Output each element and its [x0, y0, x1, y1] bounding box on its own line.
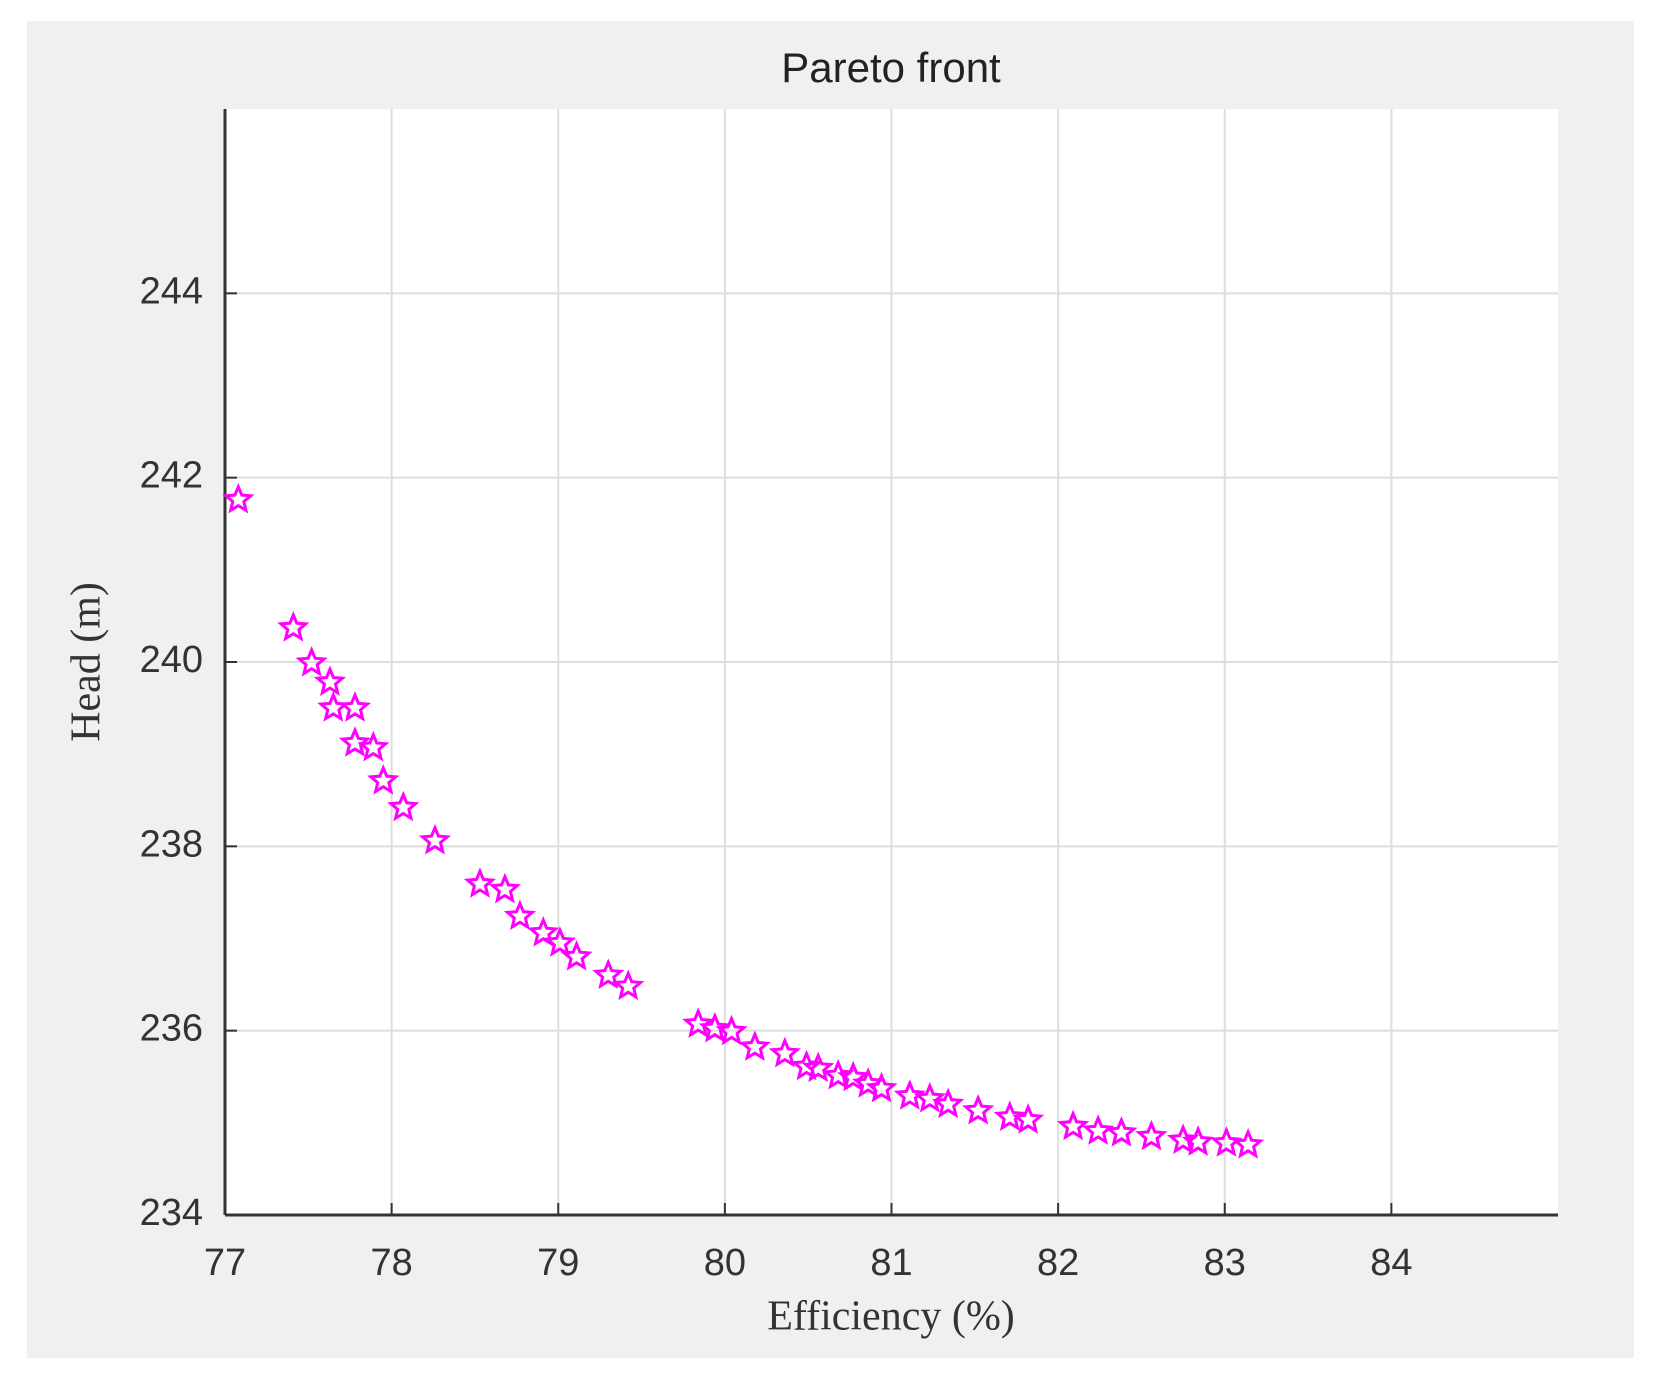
point — [1057, 1109, 1090, 1141]
point — [993, 1100, 1026, 1131]
point — [503, 899, 537, 931]
point — [1210, 1126, 1243, 1157]
point — [367, 763, 400, 795]
x-tick-label: 82 — [1037, 1242, 1079, 1284]
point — [698, 1011, 731, 1043]
point — [357, 730, 390, 762]
x-tick-label: 79 — [537, 1242, 579, 1284]
point — [715, 1014, 748, 1046]
point — [1082, 1114, 1115, 1145]
y-tick-label: 234 — [140, 1192, 203, 1234]
x-tick-label: 80 — [704, 1242, 746, 1284]
y-tick-label: 240 — [140, 639, 203, 681]
x-tick-label: 77 — [204, 1242, 246, 1284]
point — [1182, 1125, 1215, 1156]
y-tick-label: 242 — [140, 455, 203, 497]
point — [865, 1071, 898, 1103]
point — [612, 969, 645, 1001]
point — [1167, 1123, 1200, 1155]
y-axis-label: Head (m) — [64, 582, 110, 742]
x-tick-label: 78 — [370, 1242, 412, 1284]
point — [418, 823, 452, 855]
point — [277, 610, 310, 642]
point — [295, 646, 328, 677]
point — [962, 1093, 995, 1125]
point — [682, 1007, 715, 1038]
point — [1231, 1128, 1265, 1159]
point — [1135, 1119, 1168, 1151]
y-tick-label: 244 — [140, 270, 203, 312]
point — [387, 790, 420, 822]
point — [592, 958, 625, 990]
point — [802, 1051, 835, 1083]
point — [222, 482, 255, 514]
x-tick-label: 83 — [1204, 1242, 1246, 1284]
point — [1105, 1116, 1138, 1147]
point — [913, 1081, 946, 1113]
chart-title: Pareto front — [781, 44, 1001, 91]
point — [560, 940, 593, 971]
point — [338, 691, 372, 722]
y-tick-label: 238 — [140, 823, 203, 865]
point — [837, 1060, 870, 1092]
y-tick-label: 236 — [140, 1008, 203, 1050]
x-axis-label: Efficiency (%) — [767, 1294, 1015, 1340]
point — [893, 1079, 926, 1110]
x-tick-label: 84 — [1370, 1242, 1412, 1284]
point — [852, 1067, 885, 1098]
point — [932, 1087, 965, 1119]
point — [543, 926, 576, 957]
point — [338, 726, 372, 757]
point — [488, 872, 522, 904]
point — [463, 867, 497, 898]
point — [1012, 1103, 1045, 1134]
point — [768, 1036, 801, 1068]
x-tick-label: 81 — [870, 1242, 912, 1284]
point — [822, 1058, 855, 1090]
point — [527, 916, 560, 947]
point — [738, 1030, 771, 1061]
point — [313, 665, 347, 696]
